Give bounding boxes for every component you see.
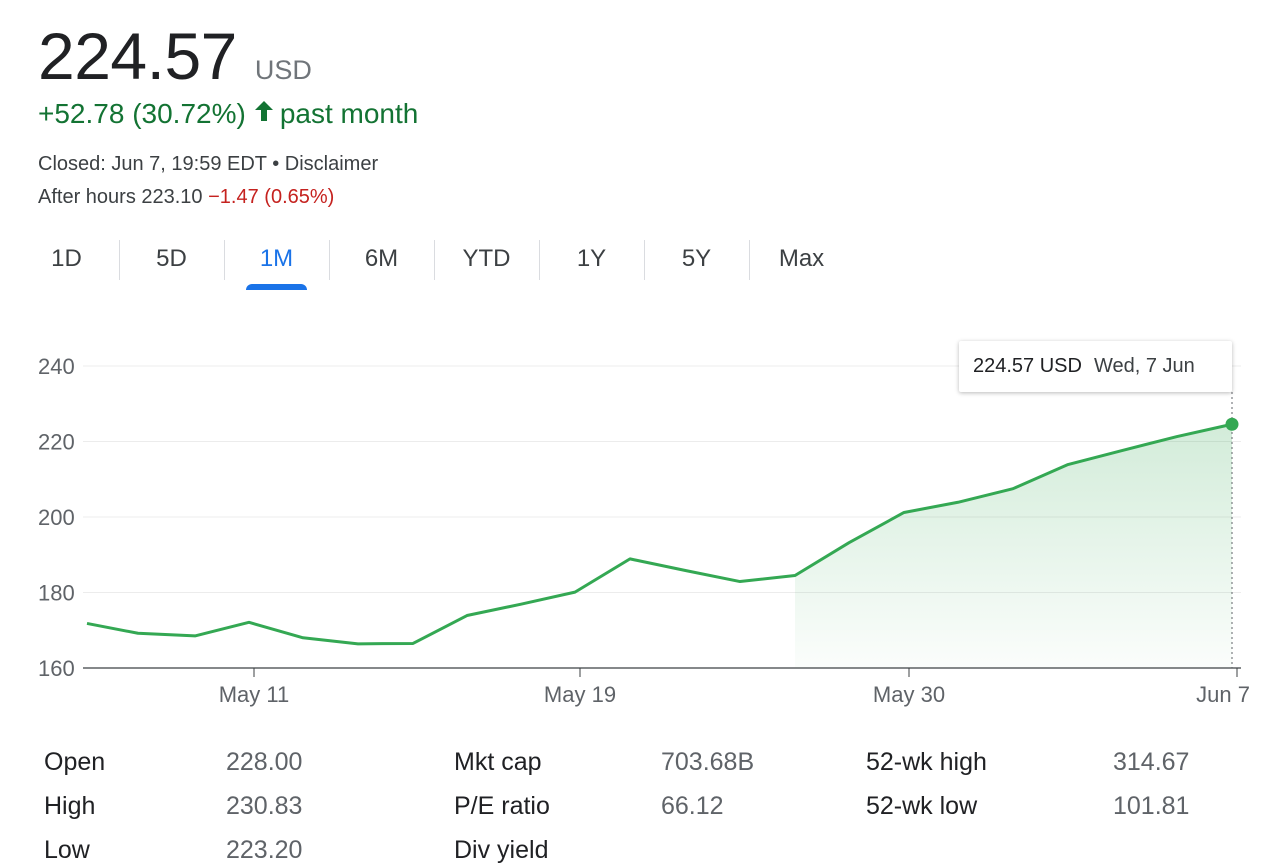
stat-value-high: 230.83 [226, 792, 303, 820]
after-hours-price: After hours 223.10 [38, 186, 203, 208]
stat-label-low: Low [44, 836, 90, 864]
after-hours: After hours 223.10 −1.47 (0.65%) [38, 186, 334, 209]
y-tick-label: 160 [38, 656, 75, 681]
stat-value-pe-ratio: 66.12 [661, 792, 724, 820]
tab-ytd[interactable]: YTD [434, 234, 539, 284]
stat-value-mkt-cap: 703.68B [661, 748, 755, 776]
stat-value-open: 228.00 [226, 748, 303, 776]
x-tick-label: May 30 [873, 682, 945, 707]
stat-value-52wk-high: 314.67 [1113, 748, 1190, 776]
tab-5y[interactable]: 5Y [644, 234, 749, 284]
price-chart[interactable]: 160 180 200 220 240 May 11 May 19 May 30 Jun 7 [0, 330, 1280, 730]
currency-label: USD [254, 55, 312, 85]
separator: • [266, 153, 285, 175]
y-tick-label: 220 [38, 430, 75, 455]
x-tick-label: Jun 7 [1196, 682, 1250, 707]
tab-1d[interactable]: 1D [51, 245, 82, 272]
stat-value-52wk-low: 101.81 [1113, 792, 1190, 820]
stat-label-high: High [44, 792, 96, 820]
stat-value-low: 223.20 [226, 836, 303, 864]
current-price: 224.57 [38, 19, 237, 93]
tab-1y[interactable]: 1Y [539, 234, 644, 284]
tab-5d[interactable]: 5D [119, 234, 224, 284]
y-tick-label: 180 [38, 581, 75, 606]
tooltip-date: Wed, 7 Jun [1093, 355, 1195, 377]
stat-label-52wk-high: 52-wk high [866, 748, 987, 776]
y-tick-label: 200 [38, 505, 75, 530]
stat-label-pe-ratio: P/E ratio [454, 792, 550, 820]
change-value: +52.78 (30.72%) [38, 98, 246, 129]
tab-1m[interactable]: 1M [224, 234, 329, 290]
after-hours-change: −1.47 (0.65%) [208, 186, 335, 208]
price-change: +52.78 (30.72%) past month [38, 98, 418, 130]
stat-label-52wk-low: 52-wk low [866, 792, 978, 820]
tab-6m[interactable]: 6M [329, 234, 434, 284]
range-tabs: 1D 5D 1M 6M YTD 1Y 5Y Max [14, 234, 854, 290]
stat-label-mkt-cap: Mkt cap [454, 748, 542, 776]
area-fill [795, 424, 1232, 668]
tab-max[interactable]: Max [749, 234, 854, 284]
x-tick-label: May 19 [544, 682, 616, 707]
price-line [86, 422, 1233, 646]
current-point [1225, 417, 1239, 431]
stat-label-open: Open [44, 748, 106, 776]
chart-tooltip: 224.57 USD Wed, 7 Jun [959, 341, 1232, 392]
y-tick-label: 240 [38, 354, 75, 379]
disclaimer-link[interactable]: Disclaimer [284, 153, 379, 175]
market-status: Closed: Jun 7, 19:59 EDT • Disclaimer [38, 153, 378, 176]
change-period: past month [279, 98, 419, 129]
tooltip-price: 224.57 USD [973, 355, 1082, 377]
closed-time: Closed: Jun 7, 19:59 EDT [38, 153, 267, 175]
arrow-up-icon [254, 98, 274, 130]
stat-label-div-yield: Div yield [454, 836, 549, 864]
x-tick-label: May 11 [219, 682, 290, 707]
price-header: 224.57 USD [38, 18, 312, 94]
